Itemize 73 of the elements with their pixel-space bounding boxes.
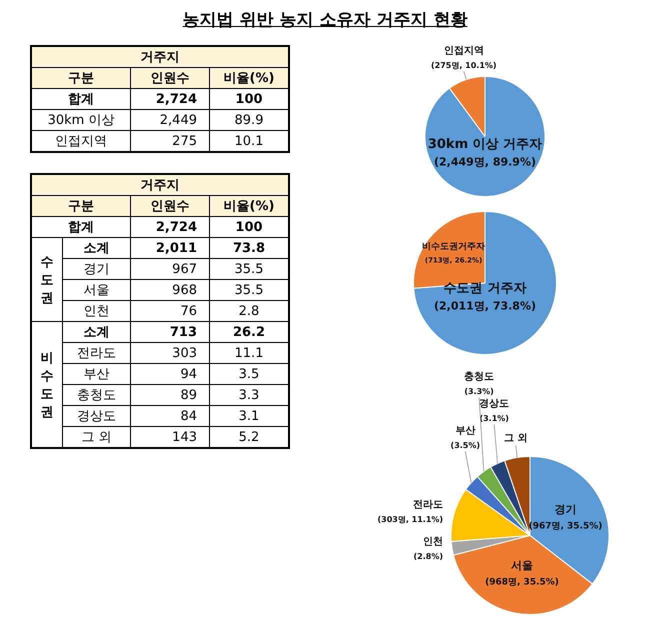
text: 소계 <box>62 238 130 258</box>
text: 인천 <box>62 300 130 322</box>
data-label: (3.1%) <box>479 414 509 424</box>
text: 구분 <box>31 196 130 216</box>
text: 35.5 <box>210 280 289 300</box>
text: 303 <box>130 342 210 364</box>
text: 967 <box>130 258 210 280</box>
text: 3.3 <box>210 384 289 406</box>
data-label: (2,011명, 73.8%) <box>434 299 536 312</box>
text: 89 <box>130 384 210 406</box>
text: 26.2 <box>210 322 289 342</box>
text: 2,449 <box>130 110 210 130</box>
slice-label: 수도권 거주자 <box>444 280 526 296</box>
slice-label: 인천 <box>423 536 444 548</box>
text: 100 <box>210 88 289 110</box>
text: 인원수 <box>130 68 210 88</box>
slice-label: 전라도 <box>413 500 444 511</box>
text: 거주지 <box>31 46 289 68</box>
slice-label: 인접지역 <box>444 46 484 57</box>
text: 충청도 <box>62 384 130 406</box>
text: 10.1 <box>210 130 289 152</box>
slice-label: 서울 <box>510 559 533 572</box>
text: 968 <box>130 280 210 300</box>
text: 2,724 <box>130 88 210 110</box>
text: 5.2 <box>210 426 289 448</box>
text: 100 <box>210 216 289 238</box>
text: 거주지 <box>31 174 289 196</box>
text: 3.5 <box>210 364 289 384</box>
text: 143 <box>130 426 210 448</box>
slice-label: 충청도 <box>464 372 494 383</box>
slice-label: 경기 <box>554 502 576 516</box>
text: 비수도권 <box>31 322 62 448</box>
text: 인접지역 <box>31 130 130 152</box>
text: 수도권 <box>31 238 62 322</box>
slice-label: 그 외 <box>504 433 528 444</box>
data-label: (3.5%) <box>450 441 480 450</box>
data-label: (2.8%) <box>414 552 444 561</box>
data-label: (275명, 10.1%) <box>430 61 497 70</box>
text: 2.8 <box>210 300 289 322</box>
text: 3.1 <box>210 406 289 426</box>
text: 89.9 <box>210 110 289 130</box>
data-label: (2,449명, 89.9%) <box>434 155 536 168</box>
text: 비율(%) <box>210 196 289 216</box>
slice-label: 경상도 <box>479 398 510 410</box>
text: 275 <box>130 130 210 152</box>
text: 2,724 <box>130 216 210 238</box>
text: 서울 <box>62 280 130 300</box>
text: 구분 <box>31 68 130 88</box>
text: 30km 이상 <box>31 110 130 130</box>
slice-label: 부산 <box>455 426 476 437</box>
text: 그 외 <box>62 426 130 448</box>
text: 35.5 <box>210 258 289 280</box>
text: 713 <box>130 322 210 342</box>
text: 부산 <box>62 364 130 384</box>
text: 합계 <box>31 88 130 110</box>
text: 84 <box>130 406 210 426</box>
text: 소계 <box>62 322 130 342</box>
text: 76 <box>130 300 210 322</box>
text: 경기 <box>62 258 130 280</box>
text: 73.8 <box>210 238 289 258</box>
text: 94 <box>130 364 210 384</box>
text: 비율(%) <box>210 68 289 88</box>
text: 농지법 위반 농지 소유자 거주지 현황 <box>182 9 468 31</box>
text: 2,011 <box>130 238 210 258</box>
text: 합계 <box>31 216 130 238</box>
data-label: (3.3%) <box>464 387 494 396</box>
data-label: (303명, 11.1%) <box>377 515 444 524</box>
data-label: (968명, 35.5%) <box>485 578 559 588</box>
text: 전라도 <box>62 342 130 364</box>
text: 인원수 <box>130 196 210 216</box>
slice-label: 30km 이상 거주자 <box>428 136 542 152</box>
text: 경상도 <box>62 406 130 426</box>
text: 11.1 <box>210 342 289 364</box>
